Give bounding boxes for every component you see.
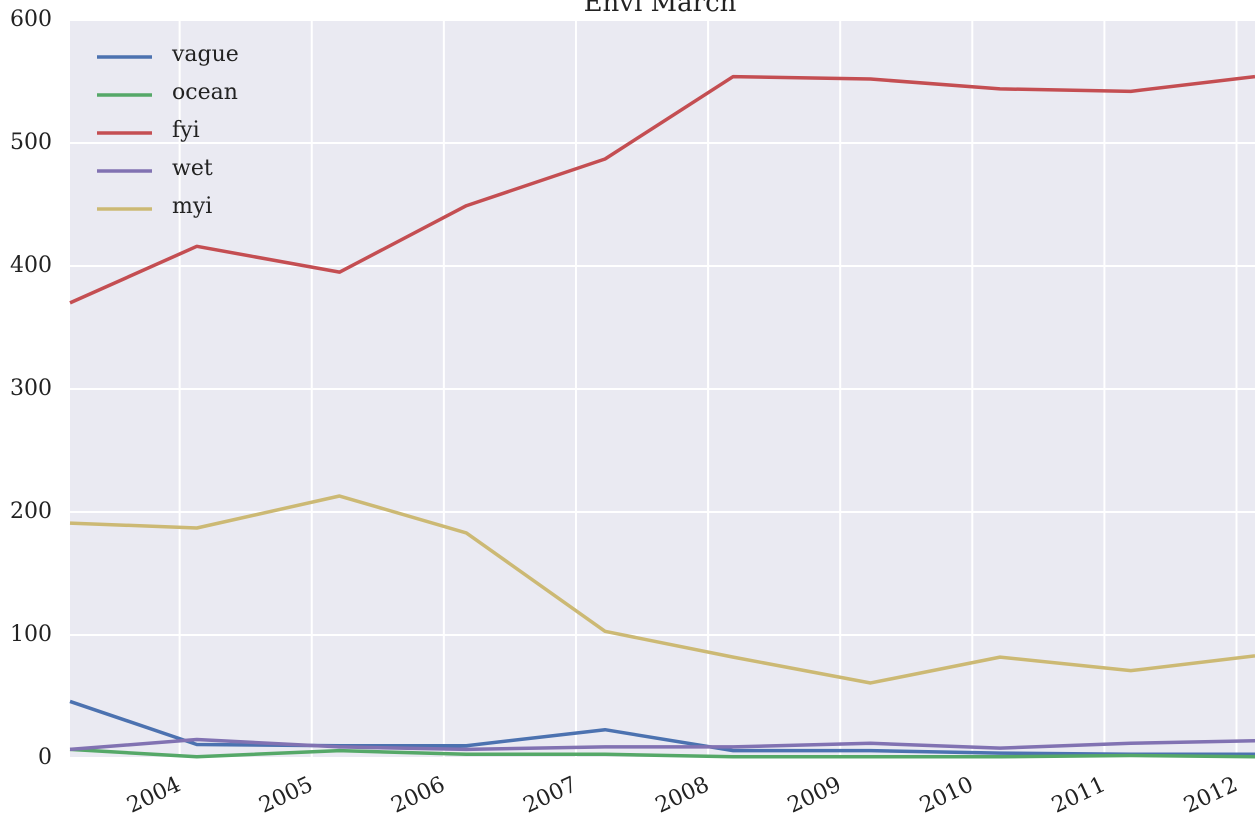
y-tick-label: 600	[10, 7, 52, 32]
y-tick-label: 500	[10, 130, 52, 155]
legend-label: myi	[172, 194, 212, 219]
y-tick-label: 300	[10, 376, 52, 401]
x-tick-label: 2012	[1180, 772, 1241, 818]
series-line	[69, 747, 1255, 759]
x-tick-label: 2009	[784, 772, 845, 818]
x-tick-label: 2011	[1048, 772, 1109, 818]
series-line	[69, 494, 1255, 685]
series-line	[69, 74, 1255, 305]
series-line	[69, 737, 1255, 752]
legend-label: fyi	[172, 118, 200, 143]
legend-label: ocean	[172, 80, 238, 105]
x-tick-label: 2010	[916, 772, 977, 818]
x-tick-label: 2006	[388, 772, 449, 818]
y-tick-label: 0	[38, 745, 52, 770]
legend-label: wet	[172, 156, 213, 181]
x-tick-label: 2008	[652, 772, 713, 818]
x-tick-label: 2004	[123, 772, 184, 818]
x-tick-label: 2005	[256, 772, 317, 818]
chart-title: Envi March	[584, 0, 737, 18]
legend-label: vague	[171, 42, 239, 67]
x-tick-label: 2007	[520, 772, 581, 818]
y-tick-label: 100	[10, 622, 52, 647]
y-tick-label: 400	[10, 253, 52, 278]
series-line	[69, 699, 1255, 757]
y-tick-label: 200	[10, 499, 52, 524]
